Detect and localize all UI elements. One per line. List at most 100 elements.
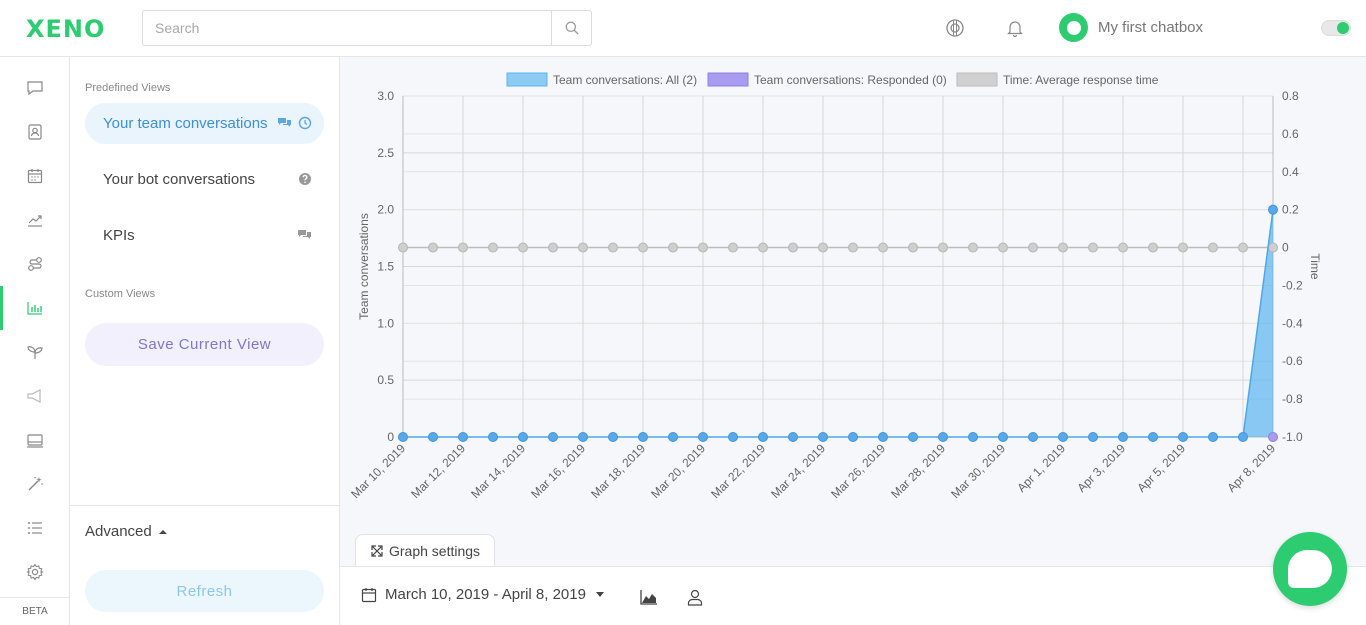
- rail-item-reports[interactable]: [0, 286, 70, 330]
- point-time: [788, 242, 798, 253]
- point-time: [1268, 242, 1278, 253]
- legend-label: Time: Average response time: [1003, 73, 1159, 87]
- rail-item-list[interactable]: [0, 506, 70, 550]
- point-all: [1058, 432, 1068, 442]
- chat-bubbles-icon: [278, 118, 291, 127]
- y2-axis-title: Time: [1308, 253, 1322, 280]
- y2-tick-label: -0.6: [1282, 354, 1303, 368]
- gear-icon: [26, 563, 44, 581]
- point-all: [398, 432, 408, 442]
- x-tick-label: Mar 28, 2019: [888, 441, 948, 501]
- x-tick-label: Apr 1, 2019: [1014, 441, 1068, 495]
- x-tick-label: Mar 26, 2019: [828, 441, 888, 501]
- rail-item-journeys[interactable]: [0, 242, 70, 286]
- icon-rail: BETA: [0, 57, 70, 625]
- point-time: [548, 242, 558, 253]
- point-time: [458, 242, 468, 253]
- rail-item-trends[interactable]: [0, 198, 70, 242]
- view-item-kpis[interactable]: KPIs: [85, 215, 324, 256]
- journey-icon: [28, 257, 42, 271]
- view-item-team-conversations[interactable]: Your team conversations: [85, 103, 324, 144]
- graph-settings-tab[interactable]: Graph settings: [355, 534, 496, 566]
- point-all: [878, 432, 888, 442]
- legend-label: Team conversations: All (2): [553, 73, 697, 87]
- point-time: [1208, 242, 1218, 253]
- point-all: [518, 432, 528, 442]
- y2-tick-label: 0.8: [1282, 89, 1299, 103]
- chart-type-button[interactable]: [639, 587, 659, 607]
- y-tick-label: 0.5: [377, 373, 394, 387]
- rail-item-calendar[interactable]: [0, 154, 70, 198]
- conversations-chart: 0 0.5 1.0 1.5 2.0 2.5 3.0 -1.0 -0.8 -0.6 -0.4 -0.2 0…: [348, 72, 1322, 501]
- rail-item-campaigns[interactable]: [0, 374, 70, 418]
- bar-chart-icon: [27, 302, 42, 315]
- point-all: [1118, 432, 1128, 442]
- list-icon: [28, 522, 42, 534]
- magic-wand-icon: [28, 476, 43, 491]
- point-time: [878, 242, 888, 253]
- area-chart-icon: [640, 590, 657, 605]
- point-all: [1178, 432, 1188, 442]
- rail-item-conversations[interactable]: [0, 66, 70, 110]
- x-tick-label: Mar 14, 2019: [468, 441, 528, 501]
- point-all: [968, 432, 978, 442]
- x-tick-label: Mar 16, 2019: [528, 441, 588, 501]
- refresh-button[interactable]: Refresh: [85, 570, 324, 612]
- search-button[interactable]: [551, 11, 591, 45]
- rail-item-magic[interactable]: [0, 462, 70, 506]
- question-circle-icon: [299, 173, 311, 185]
- point-all: [668, 432, 678, 442]
- help-ring-button[interactable]: [945, 18, 965, 38]
- point-all: [938, 432, 948, 442]
- x-tick-label: Mar 24, 2019: [768, 441, 828, 501]
- point-time: [968, 242, 978, 253]
- rail-item-growth[interactable]: [0, 330, 70, 374]
- live-chat-launcher[interactable]: [1273, 532, 1347, 606]
- top-bar: XENO My first chatbox: [0, 0, 1366, 57]
- point-all: [818, 432, 828, 442]
- rail-item-inbox[interactable]: [0, 418, 70, 462]
- y-tick-label: 2.5: [377, 146, 394, 160]
- y2-tick-label: -0.8: [1282, 392, 1303, 406]
- view-item-label: KPIs: [103, 227, 135, 244]
- legend-swatch: [956, 72, 998, 87]
- views-panel: Predefined Views Your team conversations…: [70, 57, 340, 625]
- views-bottom: Advanced Refresh: [70, 505, 340, 625]
- x-tick-label: Apr 3, 2019: [1074, 441, 1128, 495]
- y2-tick-label: 0.2: [1282, 203, 1299, 217]
- save-current-view-button[interactable]: Save Current View: [85, 323, 324, 366]
- point-time: [908, 242, 918, 253]
- y2-tick-label: 0.6: [1282, 127, 1299, 141]
- date-range-value: March 10, 2019 - April 8, 2019: [385, 586, 586, 603]
- y2-tick-label: 0.4: [1282, 165, 1299, 179]
- point-all: [1028, 432, 1038, 442]
- xeno-logo[interactable]: XENO: [26, 15, 106, 43]
- point-all: [1148, 432, 1158, 442]
- y-tick-label: 1.0: [377, 316, 394, 330]
- point-time: [938, 242, 948, 253]
- search-input[interactable]: [143, 11, 551, 45]
- point-time: [428, 242, 438, 253]
- search-icon: [565, 21, 578, 35]
- notifications-button[interactable]: [1005, 18, 1025, 38]
- beta-label: BETA: [0, 597, 70, 625]
- rail-item-settings[interactable]: [0, 550, 70, 594]
- calendar-icon: [361, 587, 377, 602]
- point-time: [1238, 242, 1248, 253]
- date-range-picker[interactable]: March 10, 2019 - April 8, 2019: [361, 586, 604, 603]
- availability-toggle[interactable]: [1321, 20, 1351, 36]
- point-all: [788, 432, 798, 442]
- inbox-icon: [27, 434, 43, 448]
- point-all: [578, 432, 588, 442]
- view-item-bot-conversations[interactable]: Your bot conversations: [85, 159, 324, 200]
- expand-arrows-icon: [371, 544, 383, 557]
- point-time: [848, 242, 858, 253]
- chatbox-selector[interactable]: My first chatbox: [1059, 13, 1203, 42]
- point-time: [1058, 242, 1068, 253]
- advanced-toggle[interactable]: Advanced: [85, 523, 167, 540]
- rail-item-contacts[interactable]: [0, 110, 70, 154]
- point-time: [1028, 242, 1038, 253]
- agent-filter-button[interactable]: [685, 587, 705, 607]
- point-all: [428, 432, 438, 442]
- custom-views-label: Custom Views: [85, 288, 156, 300]
